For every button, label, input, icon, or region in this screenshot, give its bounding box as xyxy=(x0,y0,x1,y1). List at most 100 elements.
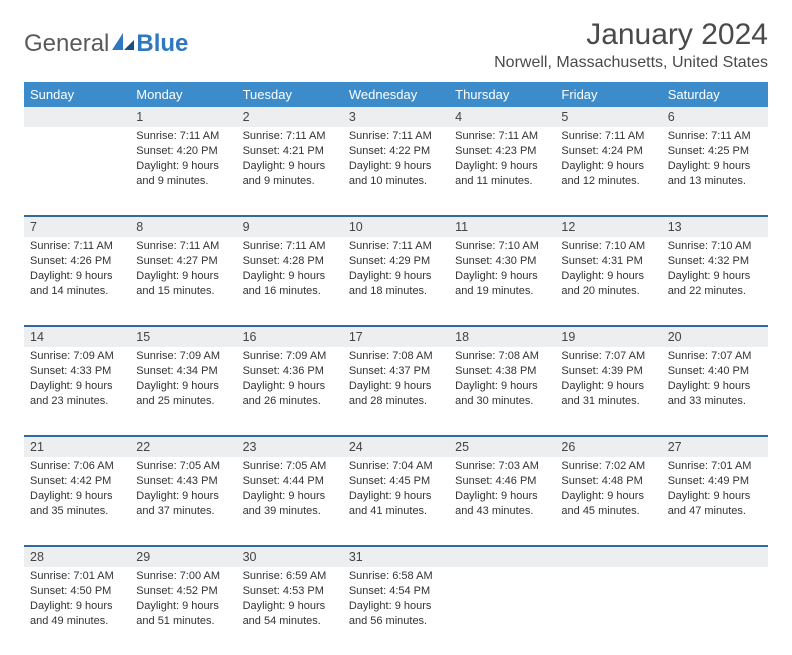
daynum-cell xyxy=(449,547,555,567)
day-cell-body: Sunrise: 7:11 AMSunset: 4:22 PMDaylight:… xyxy=(343,127,449,194)
day-cell-body: Sunrise: 7:11 AMSunset: 4:20 PMDaylight:… xyxy=(130,127,236,194)
day-number: 6 xyxy=(662,107,768,127)
day-number: 22 xyxy=(130,437,236,457)
daynum-cell: 7 xyxy=(24,217,130,237)
day-cell: Sunrise: 7:10 AMSunset: 4:31 PMDaylight:… xyxy=(555,237,661,325)
day-number: 1 xyxy=(130,107,236,127)
day-number: 9 xyxy=(237,217,343,237)
day-cell: Sunrise: 7:01 AMSunset: 4:50 PMDaylight:… xyxy=(24,567,130,655)
daynum-row: 123456 xyxy=(24,107,768,127)
day-cell-body: Sunrise: 6:58 AMSunset: 4:54 PMDaylight:… xyxy=(343,567,449,634)
daynum-cell: 2 xyxy=(237,107,343,127)
daynum-cell: 31 xyxy=(343,547,449,567)
day-cell-body: Sunrise: 7:11 AMSunset: 4:26 PMDaylight:… xyxy=(24,237,130,304)
day-number: 23 xyxy=(237,437,343,457)
day-number: 30 xyxy=(237,547,343,567)
daynum-cell: 9 xyxy=(237,217,343,237)
day-cell: Sunrise: 7:08 AMSunset: 4:37 PMDaylight:… xyxy=(343,347,449,435)
daynum-cell: 6 xyxy=(662,107,768,127)
day-cell-body: Sunrise: 7:09 AMSunset: 4:34 PMDaylight:… xyxy=(130,347,236,414)
day-cell: Sunrise: 7:11 AMSunset: 4:24 PMDaylight:… xyxy=(555,127,661,215)
day-cell-body: Sunrise: 7:00 AMSunset: 4:52 PMDaylight:… xyxy=(130,567,236,634)
day-number: 12 xyxy=(555,217,661,237)
day-cell xyxy=(449,567,555,655)
week-row: Sunrise: 7:06 AMSunset: 4:42 PMDaylight:… xyxy=(24,457,768,545)
day-cell: Sunrise: 7:05 AMSunset: 4:44 PMDaylight:… xyxy=(237,457,343,545)
day-cell-body: Sunrise: 7:05 AMSunset: 4:44 PMDaylight:… xyxy=(237,457,343,524)
daynum-cell: 19 xyxy=(555,327,661,347)
day-number: 2 xyxy=(237,107,343,127)
day-cell-body: Sunrise: 7:03 AMSunset: 4:46 PMDaylight:… xyxy=(449,457,555,524)
daynum-cell: 17 xyxy=(343,327,449,347)
calendar-table: SundayMondayTuesdayWednesdayThursdayFrid… xyxy=(24,82,768,655)
day-cell-body: Sunrise: 7:09 AMSunset: 4:33 PMDaylight:… xyxy=(24,347,130,414)
daynum-cell: 15 xyxy=(130,327,236,347)
logo-sail-icon xyxy=(112,33,134,56)
daynum-cell: 25 xyxy=(449,437,555,457)
day-cell: Sunrise: 7:11 AMSunset: 4:28 PMDaylight:… xyxy=(237,237,343,325)
logo-text-general: General xyxy=(24,30,109,58)
daynum-cell: 8 xyxy=(130,217,236,237)
day-header: Sunday xyxy=(24,82,130,107)
daynum-cell: 24 xyxy=(343,437,449,457)
daynum-cell: 26 xyxy=(555,437,661,457)
day-cell xyxy=(555,567,661,655)
day-cell: Sunrise: 7:05 AMSunset: 4:43 PMDaylight:… xyxy=(130,457,236,545)
day-cell-body: Sunrise: 7:07 AMSunset: 4:40 PMDaylight:… xyxy=(662,347,768,414)
daynum-row: 78910111213 xyxy=(24,217,768,237)
daynum-cell: 4 xyxy=(449,107,555,127)
day-cell: Sunrise: 6:58 AMSunset: 4:54 PMDaylight:… xyxy=(343,567,449,655)
day-cell-body: Sunrise: 7:04 AMSunset: 4:45 PMDaylight:… xyxy=(343,457,449,524)
daynum-cell: 10 xyxy=(343,217,449,237)
day-cell-body: Sunrise: 7:11 AMSunset: 4:21 PMDaylight:… xyxy=(237,127,343,194)
day-cell: Sunrise: 7:06 AMSunset: 4:42 PMDaylight:… xyxy=(24,457,130,545)
day-number: 11 xyxy=(449,217,555,237)
day-cell: Sunrise: 7:08 AMSunset: 4:38 PMDaylight:… xyxy=(449,347,555,435)
day-cell: Sunrise: 7:00 AMSunset: 4:52 PMDaylight:… xyxy=(130,567,236,655)
daynum-row: 14151617181920 xyxy=(24,327,768,347)
daynum-cell: 21 xyxy=(24,437,130,457)
day-number: 4 xyxy=(449,107,555,127)
day-cell: Sunrise: 7:09 AMSunset: 4:36 PMDaylight:… xyxy=(237,347,343,435)
day-header: Saturday xyxy=(662,82,768,107)
day-cell-body: Sunrise: 6:59 AMSunset: 4:53 PMDaylight:… xyxy=(237,567,343,634)
day-cell: Sunrise: 7:11 AMSunset: 4:20 PMDaylight:… xyxy=(130,127,236,215)
day-number: 5 xyxy=(555,107,661,127)
daynum-cell xyxy=(24,107,130,127)
daynum-cell: 27 xyxy=(662,437,768,457)
daynum-row: 28293031 xyxy=(24,547,768,567)
day-cell-body: Sunrise: 7:09 AMSunset: 4:36 PMDaylight:… xyxy=(237,347,343,414)
day-header: Friday xyxy=(555,82,661,107)
day-number xyxy=(555,547,661,567)
daynum-cell xyxy=(555,547,661,567)
day-cell-body: Sunrise: 7:01 AMSunset: 4:49 PMDaylight:… xyxy=(662,457,768,524)
daynum-cell: 30 xyxy=(237,547,343,567)
day-cell: Sunrise: 7:11 AMSunset: 4:27 PMDaylight:… xyxy=(130,237,236,325)
day-cell-body: Sunrise: 7:07 AMSunset: 4:39 PMDaylight:… xyxy=(555,347,661,414)
day-cell-body: Sunrise: 7:05 AMSunset: 4:43 PMDaylight:… xyxy=(130,457,236,524)
day-number: 3 xyxy=(343,107,449,127)
day-number: 17 xyxy=(343,327,449,347)
day-cell: Sunrise: 7:10 AMSunset: 4:30 PMDaylight:… xyxy=(449,237,555,325)
day-number xyxy=(662,547,768,567)
day-cell: Sunrise: 7:09 AMSunset: 4:34 PMDaylight:… xyxy=(130,347,236,435)
daynum-cell: 3 xyxy=(343,107,449,127)
day-header: Thursday xyxy=(449,82,555,107)
day-number: 28 xyxy=(24,547,130,567)
day-cell: Sunrise: 7:11 AMSunset: 4:29 PMDaylight:… xyxy=(343,237,449,325)
day-cell: Sunrise: 7:11 AMSunset: 4:23 PMDaylight:… xyxy=(449,127,555,215)
day-cell xyxy=(662,567,768,655)
day-number: 29 xyxy=(130,547,236,567)
location: Norwell, Massachusetts, United States xyxy=(494,54,768,72)
day-cell: Sunrise: 7:02 AMSunset: 4:48 PMDaylight:… xyxy=(555,457,661,545)
day-cell-body: Sunrise: 7:06 AMSunset: 4:42 PMDaylight:… xyxy=(24,457,130,524)
day-cell-body: Sunrise: 7:01 AMSunset: 4:50 PMDaylight:… xyxy=(24,567,130,634)
day-cell: Sunrise: 7:01 AMSunset: 4:49 PMDaylight:… xyxy=(662,457,768,545)
daynum-cell: 11 xyxy=(449,217,555,237)
day-number: 15 xyxy=(130,327,236,347)
day-cell xyxy=(24,127,130,215)
day-number: 27 xyxy=(662,437,768,457)
day-number: 16 xyxy=(237,327,343,347)
day-number: 24 xyxy=(343,437,449,457)
logo-text-blue: Blue xyxy=(136,30,188,58)
